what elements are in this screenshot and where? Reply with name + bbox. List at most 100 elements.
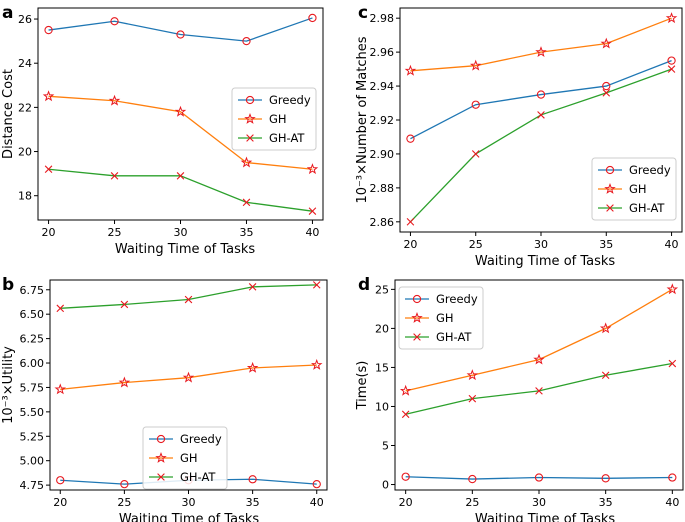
y-tick-label: 6.00 (20, 357, 45, 370)
legend-label-greedy: Greedy (180, 432, 222, 446)
x-tick-label: 35 (246, 496, 260, 509)
panel-letter: b (2, 275, 14, 295)
data-point-gh (306, 163, 319, 175)
data-point-gh-at (535, 387, 543, 395)
series-line-gh-at (405, 362, 673, 415)
data-point-gh (54, 383, 67, 395)
data-point-gh-at (312, 281, 321, 289)
data-point-gh (399, 384, 412, 396)
y-tick-label: 2.88 (370, 182, 395, 195)
y-tick-label: 18 (18, 190, 32, 203)
x-tick-label: 25 (469, 238, 483, 251)
data-point-gh-at (602, 89, 611, 97)
data-point-greedy (668, 473, 677, 482)
data-point-gh-at (110, 172, 119, 180)
y-tick-label: 20 (375, 322, 389, 335)
y-tick-label: 26 (18, 13, 32, 26)
y-tick-label: 4.75 (20, 479, 45, 492)
x-tick-label: 40 (665, 238, 679, 251)
legend-label-gh: GH (269, 112, 287, 126)
data-point-gh (535, 46, 547, 58)
series-line-greedy (405, 476, 673, 480)
x-tick-label: 30 (532, 496, 546, 509)
data-point-greedy (56, 476, 65, 485)
y-tick-label: 22 (18, 101, 32, 114)
data-point-gh-at (120, 300, 129, 309)
y-tick-label: 15 (375, 361, 389, 374)
legend-marker-gh-at (157, 473, 165, 481)
panel-b: b 20 25 30 35 40 4.75 5.00 5.25 5.50 5.75 6.00 6.25 6… (1, 275, 328, 522)
x-tick-label: 20 (399, 496, 413, 509)
data-point-gh-at (308, 207, 317, 215)
x-axis-label: Waiting Time of Tasks (119, 512, 260, 522)
data-point-gh (665, 12, 678, 24)
y-tick-label: 5.50 (20, 406, 45, 419)
legend-label-gh-at: GH-AT (269, 131, 305, 145)
data-point-greedy (468, 474, 477, 484)
x-tick-label: 25 (108, 226, 122, 239)
data-point-greedy (248, 475, 257, 484)
y-tick-label: 24 (18, 57, 32, 70)
series-line-greedy (48, 17, 313, 42)
legend: Greedy GH GH-AT (142, 426, 228, 490)
y-tick-label: 20 (18, 146, 32, 159)
legend-marker-gh-at (246, 134, 254, 142)
panel-c: c 20 25 30 35 40 2.86 2.88 2.90 2.92 2.94 2.96 2.98 W… (355, 3, 683, 269)
data-point-greedy (120, 479, 129, 489)
legend-label-greedy: Greedy (629, 163, 671, 177)
y-tick-label: 5.25 (20, 430, 45, 443)
legend-label-gh-at: GH-AT (629, 201, 665, 215)
data-point-greedy (406, 134, 415, 143)
x-axis-label: Waiting Time of Tasks (475, 254, 616, 269)
x-axis-label: Waiting Time of Tasks (475, 512, 616, 522)
data-point-gh-at (401, 410, 410, 419)
series-line-gh (48, 95, 313, 170)
data-point-gh (246, 361, 259, 373)
y-tick-label: 5.00 (20, 455, 45, 468)
legend-label-greedy: Greedy (269, 93, 311, 107)
x-tick-label: 25 (465, 496, 479, 509)
panel-a: a 20 25 30 35 40 18 20 22 24 26 Waiting Time of Tas… (1, 3, 324, 257)
legend-label-gh: GH (180, 451, 198, 465)
legend: Greedy GH GH-AT (231, 87, 317, 151)
x-tick-label: 35 (599, 496, 613, 509)
series-line-gh (60, 364, 317, 391)
data-point-gh (600, 37, 613, 49)
data-point-gh-at (468, 394, 477, 403)
y-tick-label: 2.90 (370, 148, 395, 161)
data-point-gh (404, 64, 417, 76)
legend-marker-gh (155, 451, 167, 463)
legend-label-gh-at: GH-AT (436, 330, 472, 344)
panel-d: d 20 25 30 35 40 0 5 10 15 20 25 Waiting Time of Tas… (355, 275, 684, 522)
x-tick-label: 20 (403, 238, 417, 251)
y-axis-label: 10⁻³×Number of Matches (355, 36, 370, 203)
data-point-gh (310, 358, 323, 370)
panel-letter: a (2, 3, 13, 23)
data-point-greedy (242, 36, 251, 46)
data-point-gh-at (406, 218, 415, 226)
legend: Greedy GH GH-AT (591, 157, 677, 221)
data-point-gh-at (471, 150, 480, 158)
legend-label-gh-at: GH-AT (180, 470, 216, 484)
x-tick-label: 30 (182, 496, 196, 509)
data-point-greedy (308, 13, 317, 23)
data-point-gh (666, 283, 679, 295)
x-tick-label: 20 (42, 226, 56, 239)
y-tick-label: 6.50 (20, 308, 45, 321)
x-tick-label: 25 (117, 496, 131, 509)
data-point-greedy (534, 473, 544, 482)
y-tick-label: 6.25 (20, 333, 45, 346)
data-point-gh-at (44, 165, 53, 173)
panel-letter: c (358, 3, 368, 23)
data-point-gh (108, 94, 121, 106)
data-point-greedy (401, 472, 410, 481)
data-point-gh-at (668, 359, 677, 368)
x-tick-label: 20 (53, 496, 67, 509)
y-tick-label: 5 (382, 440, 389, 453)
y-tick-label: 2.86 (370, 216, 395, 229)
x-tick-label: 35 (239, 226, 253, 239)
data-point-gh (118, 376, 131, 388)
data-point-gh-at (176, 172, 185, 180)
data-point-gh-at (667, 65, 676, 73)
